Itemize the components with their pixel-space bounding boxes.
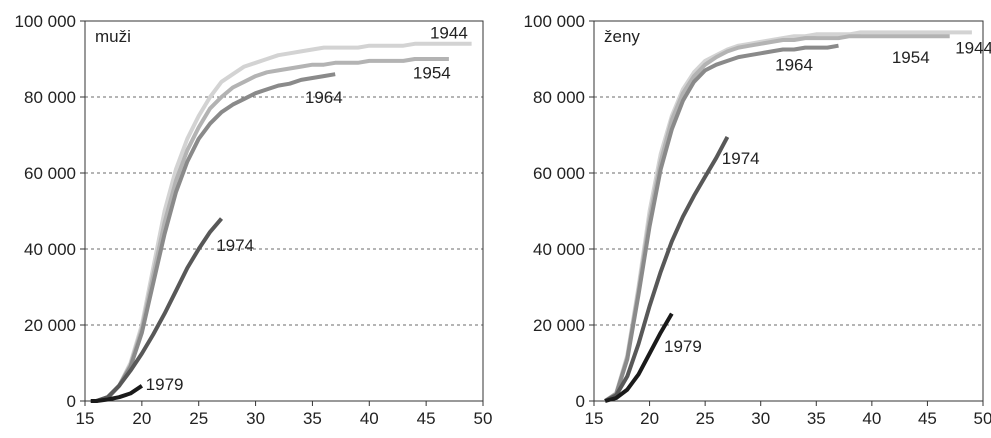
- series-label-1954: 1954: [892, 48, 930, 67]
- series-label-1964: 1964: [775, 56, 813, 75]
- y-tick-label: 100 000: [524, 12, 585, 31]
- x-tick-label: 15: [76, 409, 95, 428]
- y-tick-label: 0: [576, 392, 585, 411]
- panel-title: ženy: [604, 27, 640, 46]
- series-label-1974: 1974: [216, 236, 254, 255]
- series-line-1964: [604, 43, 839, 403]
- series-line-1979: [90, 384, 144, 403]
- series-label-1979: 1979: [664, 337, 702, 356]
- series-label-1979: 1979: [146, 375, 184, 394]
- x-tick-label: 30: [246, 409, 265, 428]
- panel-title: muži: [95, 27, 131, 46]
- y-tick-label: 40 000: [533, 240, 585, 259]
- y-tick-label: 100 000: [15, 12, 76, 31]
- x-tick-label: 25: [189, 409, 208, 428]
- series-label-1954: 1954: [413, 63, 451, 82]
- series-label-1944: 1944: [430, 23, 468, 42]
- y-tick-label: 80 000: [24, 88, 76, 107]
- y-tick-label: 0: [67, 392, 76, 411]
- x-tick-label: 35: [303, 409, 322, 428]
- y-tick-label: 80 000: [533, 88, 585, 107]
- x-tick-label: 20: [132, 409, 151, 428]
- y-tick-label: 60 000: [533, 164, 585, 183]
- x-tick-label: 50: [974, 409, 991, 428]
- chart-panel-right: 0 20 000 40 000 60 000 80 000 100 000 15 20 25 30…: [524, 12, 991, 428]
- series-label-1964: 1964: [305, 88, 343, 107]
- y-tick-label: 20 000: [24, 316, 76, 335]
- chart-panel-left: 0 20 000 40 000 60 000 80 000 100 000 15 20 25 30…: [15, 12, 493, 428]
- y-tick-label: 40 000: [24, 240, 76, 259]
- series-line-1954: [603, 34, 950, 403]
- x-tick-label: 50: [474, 409, 493, 428]
- series-label-1974: 1974: [722, 149, 760, 168]
- x-tick-label: 15: [585, 409, 604, 428]
- series-label-1944: 1944: [955, 39, 991, 58]
- series-line-1979: [604, 312, 674, 403]
- x-tick-label: 35: [807, 409, 826, 428]
- x-tick-label: 40: [862, 409, 881, 428]
- series-line-1944: [603, 30, 972, 403]
- x-tick-label: 45: [417, 409, 436, 428]
- x-tick-label: 20: [640, 409, 659, 428]
- y-tick-label: 60 000: [24, 164, 76, 183]
- x-tick-label: 25: [696, 409, 715, 428]
- series-line-1964: [95, 72, 336, 403]
- plot-frame: [84, 20, 484, 402]
- series-line-1974: [604, 135, 730, 403]
- plot-frame: [593, 20, 984, 402]
- y-tick-label: 20 000: [533, 316, 585, 335]
- x-tick-label: 45: [918, 409, 937, 428]
- series-line-1954: [95, 57, 449, 403]
- x-tick-label: 40: [360, 409, 379, 428]
- series-line-1974: [95, 217, 224, 403]
- x-tick-label: 30: [751, 409, 770, 428]
